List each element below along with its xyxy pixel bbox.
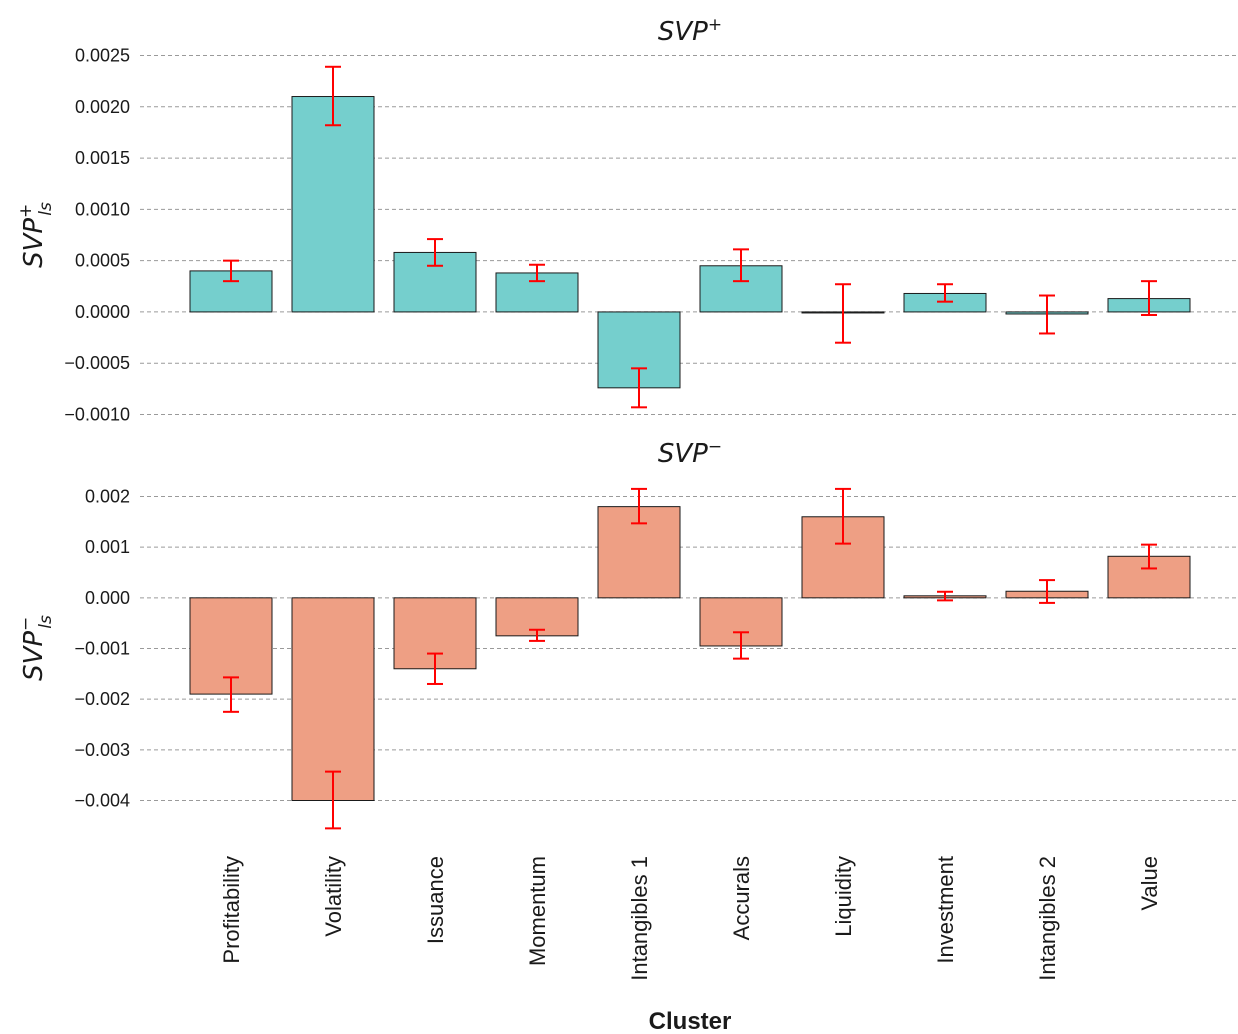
x-tick-labels: Profitability Volatility Issuance Momentum I… (219, 856, 1162, 981)
y-tick-label: −0.002 (74, 689, 130, 709)
title-bottom: SVP− (658, 437, 722, 469)
error-bars-top (223, 65, 1157, 409)
ylabel-top: SVP+ls (16, 202, 56, 268)
x-tick-label: Investment (933, 856, 958, 964)
error-bar (1039, 579, 1055, 604)
error-bar (1141, 280, 1157, 317)
error-bar (1039, 294, 1055, 335)
error-bar (427, 652, 443, 685)
error-bar (835, 283, 851, 344)
x-tick-label: Liquidity (831, 856, 856, 937)
y-tick-label: −0.0005 (64, 353, 130, 373)
error-bar (325, 770, 341, 830)
ylabel-bottom: SVP−ls (16, 615, 56, 681)
x-axis-label: Cluster (649, 1008, 732, 1034)
x-tick-label: Accurals (729, 856, 754, 940)
error-bar (733, 631, 749, 660)
error-bar (733, 248, 749, 283)
error-bar (529, 628, 545, 642)
y-tick-label: 0.0020 (75, 97, 130, 117)
y-tick-label: 0.0000 (75, 302, 130, 322)
panel-svp-minus: 0.0020.0010.000−0.001−0.002−0.003−0.004 … (16, 437, 1238, 830)
y-tick-label: −0.001 (74, 639, 130, 659)
title-top: SVP+ (658, 15, 722, 47)
y-tick-label: 0.0005 (75, 251, 130, 271)
error-bar (529, 263, 545, 283)
bar-volatility (291, 96, 375, 313)
error-bar (223, 676, 239, 713)
bar-volatility (291, 597, 375, 801)
y-tick-label: 0.000 (85, 588, 130, 608)
error-bar (325, 65, 341, 127)
y-ticks-bottom: 0.002 0.001 0.000 −0.001 −0.002 −0.003 −0.004 (74, 487, 130, 811)
error-bar (427, 238, 443, 267)
error-bar (631, 487, 647, 525)
x-tick-label: Volatility (321, 856, 346, 937)
bars-bottom (189, 506, 1191, 801)
error-bar (937, 590, 953, 602)
x-tick-label: Intangibles 2 (1035, 856, 1060, 981)
error-bar (835, 487, 851, 545)
error-bar (223, 259, 239, 283)
y-tick-label: 0.0015 (75, 148, 130, 168)
error-bar (1141, 543, 1157, 570)
y-ticks-top: 0.0025 0.0020 0.0015 0.0010 0.0005 0.0000 −0.0… (64, 46, 130, 425)
y-tick-label: 0.0025 (75, 46, 130, 66)
error-bar (937, 283, 953, 303)
panel-svp-plus: 0.0025 0.0020 0.0015 0.0010 0.0005 0.0000 −0.0… (16, 15, 1238, 425)
y-tick-label: −0.0010 (64, 405, 130, 425)
x-tick-label: Issuance (423, 856, 448, 944)
error-bars-bottom (223, 487, 1157, 830)
x-tick-label: Profitability (219, 856, 244, 964)
y-tick-label: 0.002 (85, 487, 130, 507)
error-bar (631, 367, 647, 409)
x-tick-label: Momentum (525, 856, 550, 966)
y-tick-label: −0.003 (74, 740, 130, 760)
bars-top (189, 96, 1191, 389)
y-tick-label: 0.0010 (75, 199, 130, 219)
y-tick-label: 0.001 (85, 537, 130, 557)
y-tick-label: −0.004 (74, 791, 130, 811)
x-tick-label: Intangibles 1 (627, 856, 652, 981)
x-tick-label: Value (1137, 856, 1162, 911)
